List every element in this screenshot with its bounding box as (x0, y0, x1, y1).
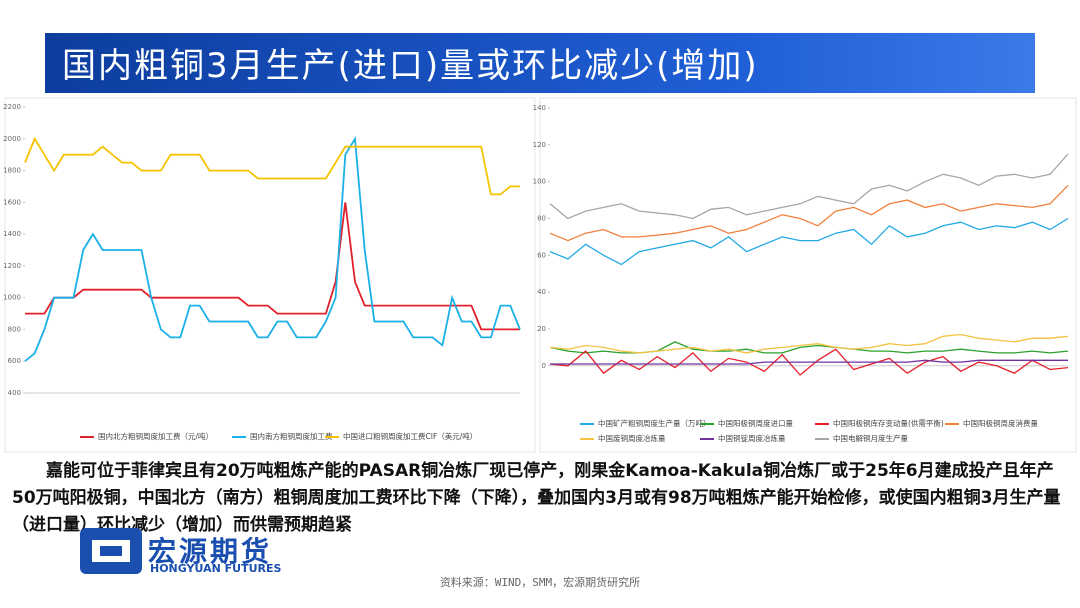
series-line (550, 359, 1068, 365)
y-tick-label: 40 (537, 288, 546, 296)
series-line (549, 153, 1069, 220)
series-line (549, 348, 1069, 376)
series-line (549, 333, 1069, 354)
y-tick-label: 2000 (3, 135, 21, 143)
y-tick-label: 400 (8, 389, 21, 397)
y-tick-label: 80 (537, 214, 546, 222)
legend-label: 中国进口粗铜周度加工费CIF（美元/吨） (343, 431, 477, 441)
source-note: 资料来源：WIND，SMM，宏源期货研究所 (439, 576, 641, 589)
legend-label: 中国铜锭周度冶炼量 (718, 433, 786, 443)
title-banner (45, 33, 1035, 93)
legend-label: 国内南方粗铜周度加工费 (250, 431, 333, 441)
logo-icon (80, 528, 142, 574)
y-tick-label: 60 (537, 251, 546, 259)
paragraph: 嘉能可位于菲律宾且有20万吨粗炼产能的PASAR铜冶炼厂现已停产，刚果金Kamo… (12, 461, 1061, 535)
legend-label: 中国矿产粗铜周度生产量（万吨） (598, 418, 711, 428)
series-line (549, 217, 1069, 266)
charts: 4006008001000120014001600180020002200国内北… (3, 97, 1077, 453)
y-tick-label: 1200 (3, 262, 21, 270)
legend-label: 中国废铜周度冶炼量 (598, 433, 666, 443)
legend-label: 中国阳极铜周度进口量 (718, 418, 793, 428)
series-line (24, 136, 520, 196)
legend-label: 中国阳极铜周度消费量 (963, 418, 1038, 428)
legend-label: 中国阳极铜库存变动量(供需平衡) (833, 418, 944, 428)
legend-label: 中国电解铜月度生产量 (833, 433, 908, 443)
series-line (25, 202, 520, 331)
y-tick-label: 1000 (3, 294, 21, 302)
y-tick-label: 120 (533, 141, 546, 149)
y-tick-label: 800 (8, 325, 21, 333)
y-tick-label: 2200 (3, 103, 21, 111)
y-tick-label: 1600 (3, 198, 21, 206)
y-tick-label: 1400 (3, 230, 21, 238)
y-tick-label: 140 (533, 104, 546, 112)
logo-text: 宏源期货 (148, 535, 273, 568)
y-tick-label: 100 (533, 178, 546, 186)
chart-frame (4, 97, 536, 453)
chart-frame (539, 97, 1077, 453)
slide-title: 国内粗铜3月生产(进口)量或环比减少(增加) (62, 46, 759, 86)
series-line (549, 184, 1069, 242)
y-tick-label: 1800 (3, 167, 21, 175)
series-line (24, 135, 521, 362)
legend-label: 国内北方粗铜周度加工费（元/吨） (98, 431, 213, 441)
y-tick-label: 0 (542, 362, 546, 370)
y-tick-label: 600 (8, 357, 21, 365)
logo-subtext: HONGYUAN FUTURES (150, 562, 282, 575)
y-tick-label: 20 (537, 325, 546, 333)
